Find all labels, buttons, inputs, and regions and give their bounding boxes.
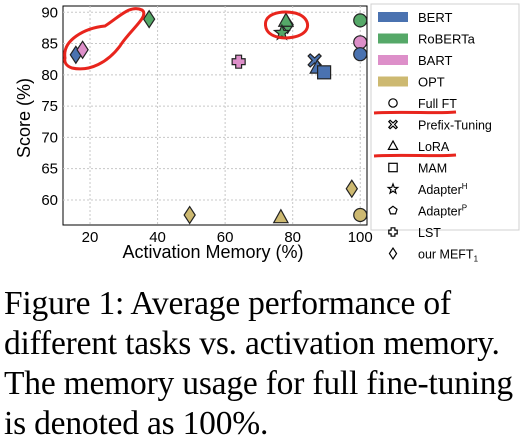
x-tick-label: 100 xyxy=(348,229,373,246)
legend-label: Prefix-Tuning xyxy=(418,119,492,133)
legend-superscript: P xyxy=(462,204,467,213)
red-circle-annotation-center xyxy=(263,10,310,40)
legend-entry: MAM xyxy=(388,162,447,176)
red-underline-annotation xyxy=(373,153,457,158)
legend-label: RoBERTa xyxy=(418,32,476,47)
legend-entry: LoRA xyxy=(373,139,457,158)
legend-superscript: H xyxy=(462,182,468,191)
data-point-bert-mam xyxy=(317,65,332,80)
y-tick-label: 60 xyxy=(41,192,58,209)
y-tick-label: 75 xyxy=(41,98,58,115)
y-tick-label: 65 xyxy=(41,161,58,178)
legend-label: BART xyxy=(418,53,452,68)
legend-marker xyxy=(388,227,398,237)
legend-subscript: 1 xyxy=(474,255,479,264)
x-tick-label: 20 xyxy=(82,229,99,246)
legend-label: AdapterP xyxy=(418,204,467,219)
data-point-opt-our-meft xyxy=(345,179,359,199)
legend-label: Full FT xyxy=(418,97,457,111)
red-circle-annotation-left xyxy=(63,7,146,71)
x-tick-label: 80 xyxy=(284,229,301,246)
y-tick-label: 80 xyxy=(41,67,58,84)
legend-label: our MEFT1 xyxy=(418,248,479,264)
legend-marker xyxy=(387,119,399,130)
legend-swatch xyxy=(378,55,408,65)
axis-ticks: 20 40 60 80 100 60 65 70 75 80 85 90 xyxy=(41,4,372,246)
legend-entry: AdapterH xyxy=(386,182,468,197)
legend-marker xyxy=(387,139,399,150)
data-point-roberta-our-meft xyxy=(142,9,156,29)
legend-entry: Prefix-Tuning xyxy=(387,119,492,133)
plot-area xyxy=(62,5,368,226)
legend-label: AdapterH xyxy=(418,182,468,197)
scatter-chart: 20 40 60 80 100 60 65 70 75 80 85 90 Activation Mem… xyxy=(14,3,520,264)
legend-marker xyxy=(388,205,398,215)
legend-label: LST xyxy=(418,226,441,240)
data-point-opt-our-meft xyxy=(183,205,196,225)
x-tick-label: 40 xyxy=(149,229,166,246)
data-point-opt-lora xyxy=(272,208,290,224)
data-points xyxy=(69,9,368,225)
legend-entry: Full FT xyxy=(373,97,457,115)
data-point-opt-full-ft xyxy=(353,207,368,223)
legend-entry: our MEFT1 xyxy=(388,246,479,264)
data-point-bart-lst xyxy=(231,54,246,69)
data-point-roberta-adapter-h xyxy=(272,23,291,41)
red-highlight-annotations xyxy=(63,7,310,71)
legend-label: OPT xyxy=(418,75,445,90)
y-tick-label: 85 xyxy=(41,36,58,53)
y-tick-label: 90 xyxy=(41,4,58,21)
legend-marker xyxy=(388,162,398,173)
legend-swatch xyxy=(378,12,408,22)
legend-swatch xyxy=(378,76,408,87)
x-tick-label: 60 xyxy=(217,229,234,246)
legend-entry: LST xyxy=(388,226,441,240)
legend-marker xyxy=(388,98,398,108)
y-tick-label: 70 xyxy=(41,129,58,146)
legend-marker xyxy=(386,182,400,195)
legend-swatch xyxy=(378,33,408,44)
legend-label: BERT xyxy=(418,10,452,25)
legend-label: MAM xyxy=(418,162,447,176)
legend-label: LoRA xyxy=(418,140,450,154)
x-axis-label: Activation Memory (%) xyxy=(122,242,303,262)
data-point-roberta-full-ft xyxy=(353,13,368,28)
red-underline-annotation xyxy=(373,110,457,115)
data-point-bart-our-meft xyxy=(76,40,89,60)
grid xyxy=(63,6,367,225)
data-point-bert-full-ft xyxy=(353,47,368,62)
legend-entry: AdapterP xyxy=(388,204,467,219)
data-point-bart-full-ft xyxy=(353,35,368,50)
legend-marker xyxy=(388,246,398,261)
figure-caption: Figure 1: Average performance of differe… xyxy=(4,285,513,442)
legend: BERT RoBERTa BART OPT Full FT Prefix-Tuning Lo… xyxy=(370,3,520,264)
data-point-roberta-lora xyxy=(277,11,295,27)
y-axis-label: Score (%) xyxy=(14,78,34,158)
